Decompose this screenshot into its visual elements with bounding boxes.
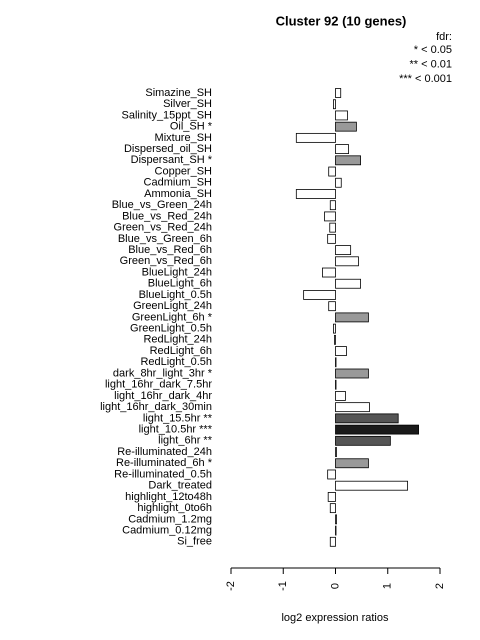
bar [335, 402, 370, 413]
y-tick-label: RedLight_0.5h [140, 356, 212, 368]
bar [329, 200, 336, 211]
y-tick-label: Silver_SH [163, 98, 212, 110]
y-tick-label: light_6hr ** [158, 435, 213, 447]
bar [335, 525, 337, 536]
bar [322, 267, 336, 278]
bar [335, 278, 361, 289]
bar [335, 413, 399, 424]
y-tick-label: light_10.5hr *** [139, 424, 213, 436]
y-tick-label: Mixture_SH [155, 132, 213, 144]
bar [335, 144, 349, 155]
y-tick-label: RedLight_24h [143, 334, 212, 346]
bar [334, 334, 336, 345]
bar [303, 290, 336, 300]
bar [333, 323, 336, 334]
y-tick-label: Ammonia_SH [144, 188, 212, 200]
legend-entry: * < 0.05 [414, 44, 452, 56]
y-tick-label: Dispersant_SH * [131, 154, 213, 166]
legend-entry: ** < 0.01 [409, 58, 452, 70]
bar [335, 346, 347, 356]
bar [329, 222, 336, 233]
bar [335, 514, 337, 525]
y-tick-label: Re-illuminated_6h * [116, 457, 213, 469]
bar [295, 189, 336, 199]
y-tick-label: Dark_treated [148, 480, 212, 492]
y-tick-label: highlight_12to48h [125, 491, 212, 503]
bar [333, 99, 336, 110]
bar [335, 435, 391, 446]
y-tick-label: GreenLight_24h [133, 300, 212, 312]
bar [335, 88, 342, 98]
bar [324, 211, 336, 222]
x-tick-label: -2 [225, 581, 237, 591]
bar [335, 312, 369, 323]
y-tick-label: Green_vs_Red_24h [114, 222, 212, 234]
y-tick-label: light_16hr_dark_30min [100, 401, 212, 413]
y-tick-label: light_15.5hr ** [143, 412, 213, 424]
y-tick-label: light_16hr_dark_4hr [114, 390, 212, 402]
bar [335, 391, 346, 401]
bar [328, 301, 336, 312]
x-tick-label: -1 [277, 581, 289, 591]
y-tick-label: BlueLight_24h [142, 266, 212, 278]
y-tick-label: Green_vs_Red_6h [120, 255, 212, 267]
y-tick-label: Cadmium_SH [144, 177, 213, 189]
bar [328, 166, 336, 177]
bar [335, 155, 361, 166]
y-tick-label: BlueLight_0.5h [139, 289, 212, 301]
bar [335, 177, 342, 188]
x-axis-label: log2 expression ratios [281, 612, 389, 624]
y-tick-label: GreenLight_6h * [132, 311, 213, 323]
y-tick-label: Blue_vs_Red_6h [128, 244, 212, 256]
y-tick-label: dark_8hr_light_3hr * [113, 367, 213, 379]
x-tick-label: 2 [434, 583, 446, 589]
bar [335, 424, 419, 435]
y-tick-label: Dispersed_oil_SH [124, 143, 212, 155]
y-tick-label: Re-illuminated_0.5h [114, 468, 212, 480]
bar [335, 110, 348, 121]
legend-title: fdr: [436, 31, 452, 43]
y-tick-label: highlight_0to6h [137, 502, 212, 514]
y-tick-label: Cadmium_0.12mg [122, 524, 212, 536]
y-tick-label: Re-illuminated_24h [117, 446, 212, 458]
y-tick-label: BlueLight_6h [148, 278, 212, 290]
y-tick-label: Blue_vs_Green_6h [118, 233, 212, 245]
y-tick-label: light_16hr_dark_7.5hr [105, 379, 212, 391]
y-tick-label: Oil_SH * [170, 121, 213, 133]
y-tick-label: Blue_vs_Red_24h [122, 210, 212, 222]
y-tick-label: Cadmium_1.2mg [128, 513, 212, 525]
y-tick-label: Copper_SH [155, 165, 213, 177]
x-tick-label: 1 [382, 583, 394, 589]
y-tick-label: GreenLight_0.5h [130, 323, 212, 335]
bar [335, 256, 359, 267]
bar [335, 447, 337, 457]
y-tick-label: Blue_vs_Green_24h [112, 199, 212, 211]
bar [327, 233, 336, 244]
bar [335, 480, 409, 491]
bar [327, 492, 336, 502]
bar [335, 121, 357, 132]
bar [335, 368, 369, 379]
x-tick-label: 0 [329, 583, 341, 589]
y-tick-label: Si_free [177, 536, 212, 548]
legend-entry: *** < 0.001 [399, 73, 452, 85]
bar [335, 379, 337, 390]
bar [329, 536, 336, 547]
chart-title: Cluster 92 (10 genes) [276, 13, 407, 28]
y-tick-label: Simazine_SH [145, 87, 212, 99]
bar [335, 357, 337, 368]
y-tick-label: RedLight_6h [150, 345, 212, 357]
bar [327, 469, 336, 480]
bar [295, 132, 336, 143]
bar [335, 458, 369, 469]
y-tick-label: Salinity_15ppt_SH [121, 109, 212, 121]
bar [329, 503, 336, 514]
bar [335, 245, 352, 255]
